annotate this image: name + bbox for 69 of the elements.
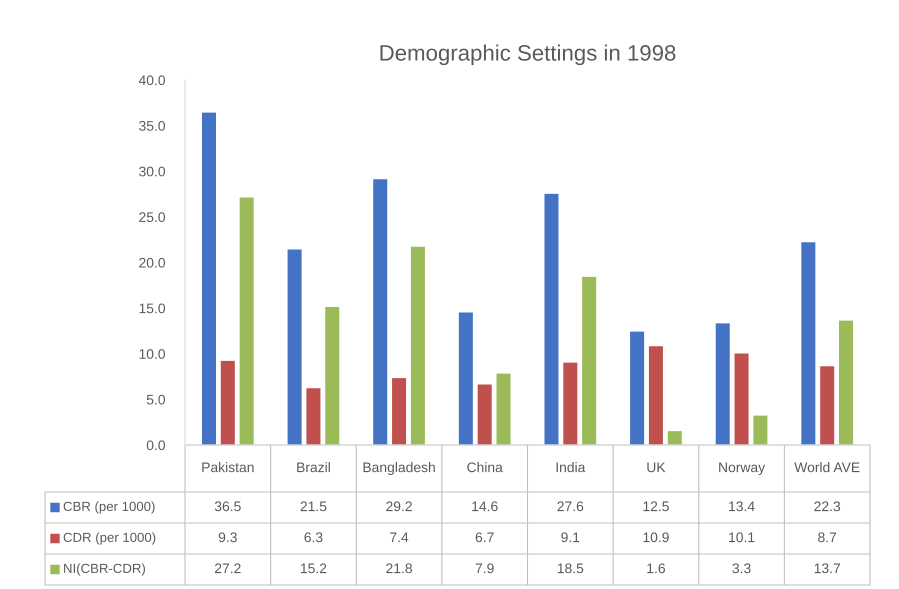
y-tick-label: 10.0 bbox=[140, 349, 166, 359]
bar bbox=[666, 430, 684, 445]
y-tick-label: 20.0 bbox=[139, 258, 166, 268]
data-label: 7.4 bbox=[390, 532, 408, 542]
bar bbox=[562, 361, 579, 445]
bar bbox=[628, 330, 646, 445]
data-label: 14.6 bbox=[472, 501, 498, 512]
x-tick-label: China bbox=[467, 462, 503, 472]
legend-label: CDR (per 1000) bbox=[64, 532, 156, 545]
y-tick-label: 0.0 bbox=[146, 440, 166, 450]
bar bbox=[390, 376, 408, 445]
bar bbox=[648, 344, 664, 445]
bar bbox=[752, 414, 769, 445]
bar bbox=[305, 386, 322, 445]
x-tick-label: UK bbox=[647, 462, 666, 472]
data-label: 13.4 bbox=[729, 501, 755, 512]
data-label: 15.2 bbox=[300, 563, 326, 574]
bar bbox=[476, 383, 494, 445]
x-tick-label: Bangladesh bbox=[364, 462, 435, 475]
bar bbox=[818, 364, 836, 445]
data-label: 1.6 bbox=[647, 563, 665, 574]
data-label: 18.5 bbox=[558, 563, 584, 574]
data-label: 13.7 bbox=[814, 563, 840, 574]
bar bbox=[372, 178, 389, 445]
data-label: 9.3 bbox=[218, 532, 237, 542]
bar bbox=[457, 311, 474, 445]
x-tick-label: Pakistan bbox=[202, 462, 254, 472]
bar bbox=[800, 240, 817, 445]
bar bbox=[219, 359, 236, 445]
x-tick-label: Norway bbox=[719, 462, 766, 475]
data-label: 29.2 bbox=[386, 501, 412, 512]
data-label: 10.9 bbox=[643, 532, 669, 542]
data-label: 9.1 bbox=[561, 532, 580, 542]
data-label: 21.8 bbox=[386, 563, 412, 574]
data-label: 10.1 bbox=[729, 532, 754, 542]
data-label: 6.3 bbox=[304, 532, 322, 542]
chart-title: Demographic Settings in 1998 bbox=[380, 44, 676, 66]
y-tick-label: 40.0 bbox=[138, 75, 166, 86]
bar bbox=[714, 322, 732, 445]
x-tick-label: India bbox=[556, 462, 586, 472]
data-label: 12.5 bbox=[643, 501, 669, 512]
data-label: 36.5 bbox=[214, 501, 241, 512]
bar bbox=[324, 306, 341, 445]
data-label: 3.3 bbox=[732, 563, 751, 574]
x-tick-label: World AVE bbox=[794, 462, 860, 472]
bar bbox=[286, 248, 303, 445]
data-label: 21.5 bbox=[300, 501, 326, 512]
x-tick-label: Brazil bbox=[297, 462, 330, 472]
data-label: 6.7 bbox=[476, 532, 494, 542]
bar bbox=[200, 111, 218, 445]
bar bbox=[495, 372, 512, 445]
y-tick-label: 30.0 bbox=[139, 166, 166, 176]
legend-label: NI(CBR-CDR) bbox=[64, 563, 145, 576]
y-tick-label: 15.0 bbox=[140, 303, 166, 314]
bar bbox=[580, 275, 598, 445]
data-label: 27.6 bbox=[557, 501, 584, 512]
bar bbox=[543, 192, 560, 445]
data-label: 22.3 bbox=[814, 501, 840, 512]
bar bbox=[410, 245, 426, 445]
y-tick-label: 35.0 bbox=[139, 120, 166, 131]
bar bbox=[838, 319, 854, 445]
legend-label: CBR (per 1000) bbox=[64, 501, 155, 514]
data-label: 27.2 bbox=[214, 563, 241, 574]
data-label: 7.9 bbox=[476, 563, 494, 574]
data-label: 8.7 bbox=[818, 532, 836, 542]
bar bbox=[238, 196, 256, 445]
y-tick-label: 25.0 bbox=[139, 212, 166, 222]
y-tick-label: 5.0 bbox=[146, 394, 166, 405]
bar bbox=[733, 352, 750, 445]
